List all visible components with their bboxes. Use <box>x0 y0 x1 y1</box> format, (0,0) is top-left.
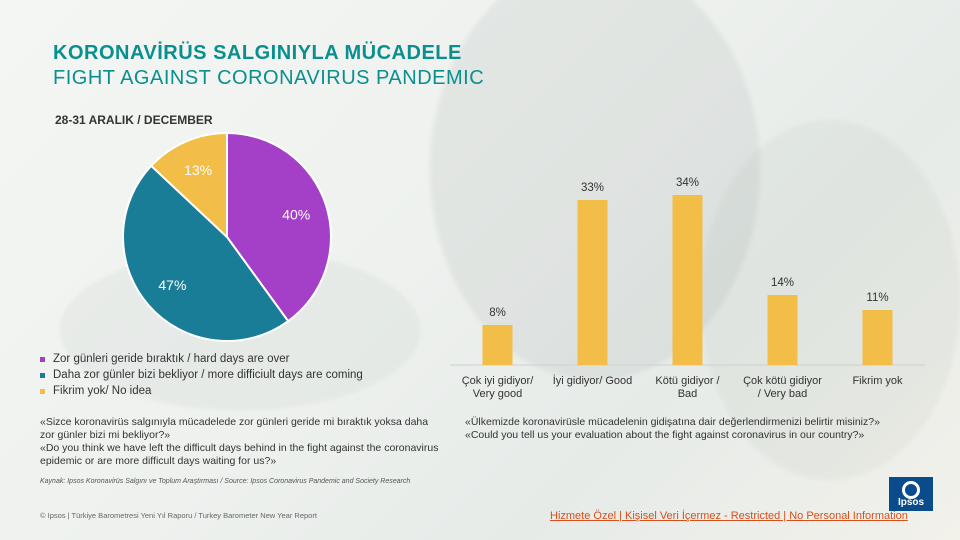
bar-data-label: 34% <box>676 177 699 189</box>
legend-swatch-purple <box>40 356 45 362</box>
pie-legend: Zor günleri geride bıraktık / hard days … <box>40 351 363 399</box>
page-subtitle: FIGHT AGAINST CORONAVIRUS PANDEMIC <box>53 67 485 89</box>
bar-data-label: 11% <box>866 292 888 304</box>
bar-category-label: Çok kötü gidiyor <box>743 375 822 387</box>
bar-category-label: / Very bad <box>758 388 808 400</box>
footer-note: © Ipsos | Türkiye Barometresi Yeni Yıl R… <box>40 511 317 520</box>
bar <box>672 195 703 365</box>
question-left-tr: «Sizce koronavirüs salgınıyla mücadelede… <box>40 416 429 441</box>
legend-swatch-teal <box>40 372 45 378</box>
bar-data-label: 33% <box>581 182 604 194</box>
bar-category-label: İyi gidiyor/ Good <box>553 374 632 387</box>
legend-swatch-yellow <box>40 388 45 394</box>
pie-chart: 40% 47% 13% <box>122 131 332 342</box>
pie-slice <box>226 131 332 323</box>
date-label: 28-31 ARALIK / DECEMBER <box>55 113 213 127</box>
ipsos-logo: Ipsos <box>889 477 933 511</box>
bar <box>577 200 608 365</box>
restricted-link[interactable]: Hizmete Özel | Kişisel Veri İçermez - Re… <box>550 510 908 522</box>
bar-data-label: 14% <box>771 277 794 289</box>
question-right-tr: «Ülkemizde koronavirüsle mücadelenin gid… <box>465 416 880 428</box>
legend-label: Fikrim yok/ No idea <box>53 385 152 397</box>
question-right-en: «Could you tell us your evaluation about… <box>465 429 865 441</box>
bar-category-label: Kötü gidiyor / <box>655 375 720 387</box>
background-shape <box>700 120 960 480</box>
bar-category-label: Çok iyi gidiyor/ <box>462 375 534 387</box>
bar-category-label: Bad <box>678 388 698 400</box>
pie-data-label: 40% <box>282 207 310 223</box>
pie-data-label: 47% <box>158 277 186 293</box>
pie-slice <box>149 131 228 240</box>
bar-chart: 8% Çok iyi gidiyor/Very good 33% İyi gidiyo… <box>450 177 925 400</box>
pie-slice <box>122 164 290 342</box>
bar <box>482 325 513 365</box>
legend-item: Daha zor günler bizi bekliyor / more dif… <box>40 367 363 383</box>
legend-item: Fikrim yok/ No idea <box>40 383 363 399</box>
logo-mark-icon <box>902 481 920 499</box>
bar-category-label: Fikrim yok <box>852 375 903 387</box>
logo-text: Ipsos <box>897 497 925 508</box>
bar-data-label: 8% <box>489 307 506 319</box>
bar <box>767 295 798 365</box>
question-left: «Sizce koronavirüs salgınıyla mücadelede… <box>40 416 440 468</box>
source-note: Kaynak: Ipsos Koronavirüs Salgını ve Top… <box>40 478 411 485</box>
legend-label: Zor günleri geride bıraktık / hard days … <box>53 353 290 365</box>
question-right: «Ülkemizde koronavirüsle mücadelenin gid… <box>465 416 945 442</box>
bar-category-label: Very good <box>473 388 523 400</box>
legend-item: Zor günleri geride bıraktık / hard days … <box>40 351 363 367</box>
page-title: KORONAVİRÜS SALGINIYLA MÜCADELE <box>53 42 462 64</box>
bar <box>862 310 893 365</box>
pie-data-label: 13% <box>184 162 212 178</box>
question-left-en: «Do you think we have left the difficult… <box>40 442 439 467</box>
legend-label: Daha zor günler bizi bekliyor / more dif… <box>53 369 363 381</box>
